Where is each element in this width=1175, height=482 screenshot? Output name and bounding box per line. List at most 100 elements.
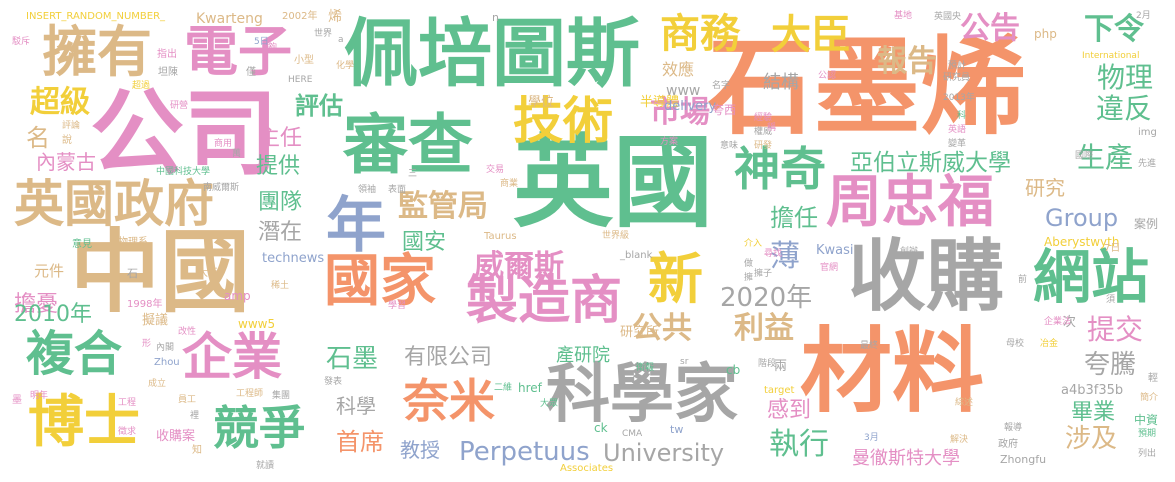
word-2020-nian: 2020年 (720, 283, 813, 313)
word-dian-zi: 電子 (184, 20, 292, 83)
word-yi-jian: 意見 (72, 239, 92, 250)
word-shi: 石 (127, 267, 138, 280)
word-fu-he: 複合 (26, 326, 123, 382)
word-zhi-zao-shang: 製造商 (466, 271, 623, 331)
word-5-ri: 5日 (254, 37, 269, 47)
word-ci: 次 (1063, 315, 1077, 330)
word-sheng-chan: 生產 (1077, 141, 1134, 174)
word-jing-zheng: 競爭 (213, 401, 305, 455)
word-shi-jie: 世界 (314, 29, 333, 39)
word-associates: Associates (560, 463, 614, 474)
word-insert-random-number: INSERT_RANDOM_NUMBER_ (26, 11, 166, 22)
word-dan-ren: 擔任 (770, 204, 818, 232)
word-jie-jue: 解決 (950, 435, 969, 445)
word-zhu-ren: 主任 (258, 126, 303, 151)
word-yi-wei: 意味 (720, 141, 739, 151)
word-bo-chi: 駁斥 (12, 37, 31, 47)
word-gong-gong: 公共 (632, 311, 692, 346)
word-zhongfu: Zhongfu (1000, 453, 1047, 466)
word-gong-cheng-shi: 工程師 (236, 389, 264, 399)
word-zhi: 知 (192, 445, 202, 456)
word-zhong-guo-ke-ji-da-xue: 中國科技大學 (156, 167, 211, 177)
word-wu-li-xi: 物理系 (118, 237, 148, 248)
word-jian-jie: 簡介 (1140, 393, 1159, 403)
word-qing: 輕 (1148, 373, 1158, 384)
word-2010-nian: 2010年 (14, 302, 92, 327)
word-zui-zhong: 最終 (860, 341, 879, 351)
word-ying-guo-zheng-fu: 英國政府 (14, 175, 214, 233)
word-cma: CMA (622, 429, 643, 439)
word-ying-guo: 英國 (513, 124, 713, 241)
word-yan-jiu: 研究 (1025, 176, 1065, 200)
word-cheng-li: 成立 (148, 379, 167, 389)
word-tan-chen: 坦陳 (158, 67, 178, 78)
word-qi-ye-fa: 企業法 (1044, 317, 1072, 327)
word-xue-wei: 學位 (528, 95, 555, 110)
word-perpetuus: Perpetuus (459, 437, 590, 467)
word-jiao-shou: 教授 (400, 438, 440, 462)
word-shang-wu: 商務 (660, 11, 740, 57)
word-ying-yu: 英語 (948, 125, 967, 135)
word-ni-yi: 擬議 (142, 313, 169, 328)
word-kua-teng: 夸騰 (1084, 350, 1137, 380)
word-cb: cb (726, 363, 741, 377)
word-da-chen-small: 大臣 (198, 268, 218, 279)
word-li-yi: 利益 (734, 311, 794, 346)
word-ban-dao-ti: 半導體 (640, 95, 680, 110)
word-php: php (1034, 27, 1057, 41)
word-gai-xing: 改性 (178, 327, 197, 337)
word-bao-gao: 報告 (877, 44, 937, 79)
word-taurus: Taurus (484, 231, 517, 242)
word-xiao-xing: 小型 (294, 55, 314, 66)
word-ck: ck (594, 421, 608, 435)
word-bo-shi: 博士 (28, 390, 140, 455)
word-fang-an: 方案 (660, 137, 679, 147)
word-lie-chu: 列出 (1138, 449, 1157, 459)
word-man-che-si-te-da-xue: 曼徹斯特大學 (852, 448, 960, 469)
word-yu-ji: 預計 (948, 61, 967, 71)
word-yu-qi: 預期 (1138, 429, 1157, 439)
word-nei-meng-gu: 內蒙古 (36, 150, 96, 174)
word-gong-ren: 公認 (818, 71, 837, 81)
word-kwarteng: Kwarteng (196, 11, 263, 27)
word-tw: tw (670, 423, 684, 436)
word-n: n (492, 11, 499, 24)
word-jing-yan: 經驗 (754, 113, 773, 123)
word-guo-an: 國安 (402, 230, 447, 255)
word-zhou: Zhou (154, 357, 180, 368)
word-chao-ji: 超級 (30, 85, 90, 120)
word-shen-qi: 神奇 (734, 142, 826, 196)
word-gong-cheng: 工程 (118, 398, 137, 408)
word-biao-mian: 表面 (388, 185, 407, 195)
word-www5: www5 (238, 317, 276, 331)
word-xin: 新 (648, 247, 704, 311)
word-mu-xiao: 母校 (1006, 339, 1025, 349)
word-tuan-dui: 團隊 (258, 190, 303, 215)
word-a4b3f35b: a4b3f35b (1061, 383, 1124, 398)
word-7-ri: 7日 (1104, 243, 1121, 254)
word-xun-zhao: 尋找 (764, 249, 783, 259)
word-xian-jin: 先進 (1138, 159, 1157, 169)
word-ya-bo-li-si-wei-da-xue: 亞伯立斯威大學 (850, 150, 1011, 176)
word-shou-gou-an: 收購案 (156, 429, 196, 444)
word-xiao-ying: 效應 (662, 60, 695, 79)
word-dan-you: 擔憂 (14, 292, 59, 317)
word-ti-gong: 提供 (256, 154, 301, 179)
word-liang: 兩 (774, 359, 788, 374)
word-technews: technews (262, 251, 325, 266)
word-yuan-gong: 員工 (178, 395, 197, 405)
word-shen-cha: 審查 (343, 108, 474, 183)
word-2013-nian: 2013年 (943, 93, 975, 103)
word-ling-xiu: 領袖 (358, 185, 377, 195)
word-yong-zi: 擁子 (754, 269, 773, 279)
word-quan-wei: 權威 (754, 127, 773, 137)
word-ming-zi: 名字 (712, 81, 731, 91)
word-xia-ling: 下令 (1084, 12, 1144, 47)
word-yong-you: 擁有 (42, 20, 153, 84)
word-zong-shu: 綜述 (955, 398, 974, 408)
word-shang-ye: 商業 (500, 179, 519, 189)
word-nei-ge: 內閣 (156, 343, 175, 353)
word-hua-xue: 化學 (336, 61, 355, 71)
word-yong: 擁 (744, 273, 754, 283)
